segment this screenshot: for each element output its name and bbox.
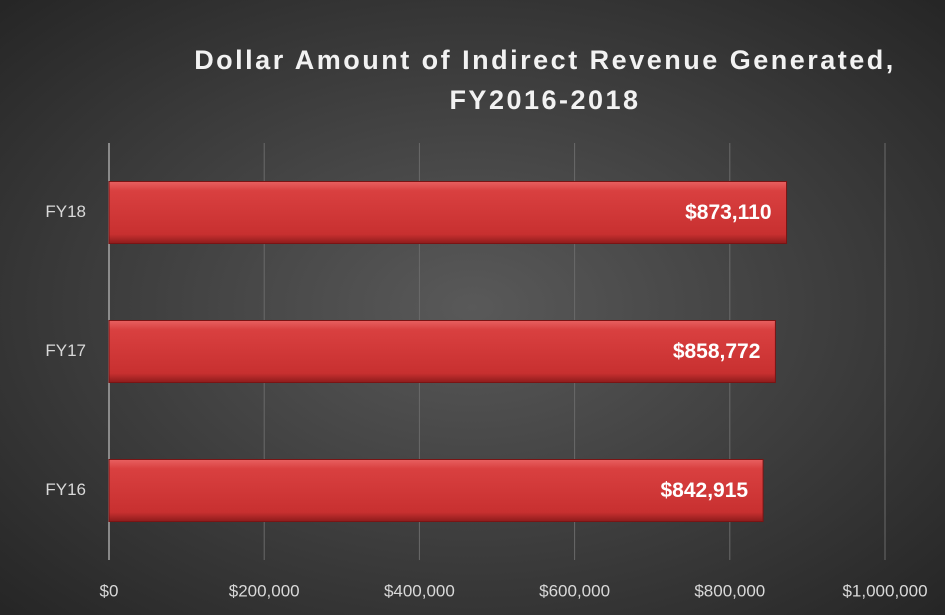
x-tick-label: $800,000 (694, 581, 765, 600)
chart-title: Dollar Amount of Indirect Revenue Genera… (194, 45, 896, 115)
bar (108, 181, 788, 244)
x-tick-label: $400,000 (384, 581, 455, 600)
data-label: $873,110 (685, 201, 771, 224)
bar (108, 459, 764, 522)
x-tick-label: $1,000,000 (842, 581, 927, 600)
y-tick-label: FY16 (45, 480, 86, 499)
x-tick-label: $600,000 (539, 581, 610, 600)
y-tick-label: FY18 (45, 202, 86, 221)
x-tick-label: $0 (100, 581, 119, 600)
bar (108, 320, 776, 383)
x-tick-label: $200,000 (229, 581, 300, 600)
data-label: $858,772 (673, 340, 761, 363)
y-tick-label: FY17 (45, 341, 86, 360)
data-label: $842,915 (661, 479, 749, 502)
